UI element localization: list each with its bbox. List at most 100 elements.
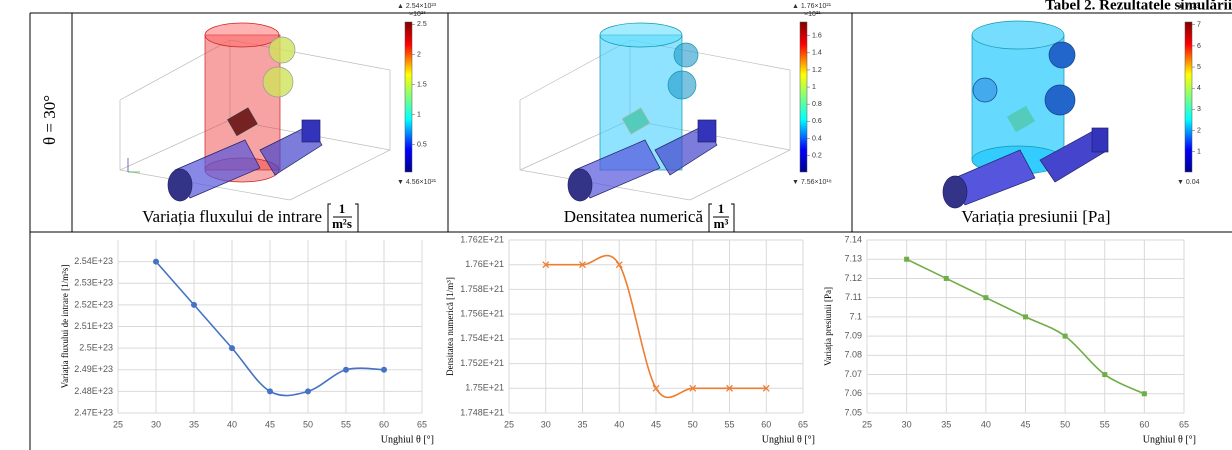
colorbar [800, 22, 807, 172]
y-tick-label: 1.752E+21 [460, 358, 504, 368]
x-tick-label: 25 [504, 419, 514, 429]
y-tick-label: 2.5E+23 [79, 343, 113, 353]
panel-caption: Densitatea numerică [564, 207, 704, 226]
y-tick-label: 2.49E+23 [74, 364, 113, 374]
colorbar-max: ▲ 7.13 [1177, 3, 1200, 10]
colorbar-tick-label: 1 [1197, 149, 1201, 156]
y-axis-title: Variația fluxului de intrare [1/m²s] [60, 265, 70, 389]
x-tick-label: 30 [541, 419, 551, 429]
data-point [191, 302, 197, 308]
x-tick-label: 40 [227, 419, 237, 429]
y-tick-label: 2.47E+23 [74, 407, 113, 417]
data-point [904, 257, 909, 262]
data-point [267, 388, 273, 394]
data-point [983, 295, 988, 300]
colorbar-tick-label: 0.2 [812, 152, 822, 159]
y-tick-label: 7.08 [844, 350, 862, 360]
x-tick-label: 45 [651, 419, 661, 429]
colorbar [1185, 22, 1192, 172]
x-tick-label: 65 [798, 419, 808, 429]
x-axis-title: Unghiul θ [°] [762, 434, 815, 445]
y-tick-label: 7.07 [844, 369, 862, 379]
colorbar-tick-label: 1 [417, 111, 421, 118]
x-tick-label: 55 [724, 419, 734, 429]
x-tick-label: 65 [417, 419, 427, 429]
x-tick-label: 60 [379, 419, 389, 429]
page: Tabel 2. Rezultatele simulării θ = 30° [0, 0, 1232, 450]
x-tick-label: 35 [189, 419, 199, 429]
x-tick-label: 45 [1020, 419, 1030, 429]
colorbar-min: ▼ 7.56×10¹⁸ [792, 179, 832, 186]
colorbar-min: ▼ 0.04 [1177, 179, 1200, 186]
data-point [343, 367, 349, 373]
x-tick-label: 45 [265, 419, 275, 429]
colorbar-tick-label: 1.4 [812, 50, 822, 57]
y-tick-label: 7.1 [849, 311, 862, 321]
colorbar-tick-label: 1.6 [812, 33, 822, 40]
data-point [305, 388, 311, 394]
colorbar-tick-label: 2.5 [417, 21, 427, 28]
x-tick-label: 55 [1100, 419, 1110, 429]
y-tick-label: 1.748E+21 [460, 407, 504, 417]
y-tick-label: 2.48E+23 [74, 386, 113, 396]
colorbar-max: ▲ 2.54×10²³ [397, 3, 437, 10]
x-tick-label: 35 [577, 419, 587, 429]
unit-numerator: 1 [339, 201, 346, 216]
data-point [1102, 372, 1107, 377]
y-tick-label: 2.52E+23 [74, 299, 113, 309]
simulation-image-1 [120, 23, 390, 201]
x-axis-title: Unghiul θ [°] [1143, 434, 1196, 445]
row-label: θ = 30° [40, 95, 59, 145]
x-tick-label: 50 [688, 419, 698, 429]
data-point [944, 276, 949, 281]
colorbar-tick-label: 1.2 [812, 67, 822, 74]
x-tick-label: 50 [1060, 419, 1070, 429]
x-tick-label: 65 [1179, 419, 1189, 429]
colorbar-max: ▲ 1.76×10²¹ [792, 3, 832, 10]
data-point [229, 345, 235, 351]
y-axis-title: Variația presiunii [Pa] [823, 287, 833, 366]
x-tick-label: 25 [113, 419, 123, 429]
y-tick-label: 1.758E+21 [460, 284, 504, 294]
colorbar-tick-label: 5 [1197, 64, 1201, 71]
colorbar-tick-label: 0.8 [812, 101, 822, 108]
x-axis-title: Unghiul θ [°] [381, 434, 434, 445]
y-tick-label: 1.762E+21 [460, 234, 504, 244]
x-tick-label: 30 [151, 419, 161, 429]
y-tick-label: 7.05 [844, 407, 862, 417]
data-point [1063, 334, 1068, 339]
x-tick-label: 50 [303, 419, 313, 429]
y-tick-label: 7.09 [844, 330, 862, 340]
y-tick-label: 1.754E+21 [460, 333, 504, 343]
colorbar-tick-label: 0.4 [812, 135, 822, 142]
data-point [381, 367, 387, 373]
x-tick-label: 30 [902, 419, 912, 429]
colorbar-tick-label: 2 [1197, 127, 1201, 134]
colorbar-tick-label: 6 [1197, 43, 1201, 50]
colorbar-tick-label: 1 [812, 84, 816, 91]
colorbar-tick-label: 0.5 [417, 142, 427, 149]
x-tick-label: 40 [981, 419, 991, 429]
x-tick-label: 55 [341, 419, 351, 429]
y-tick-label: 2.51E+23 [74, 321, 113, 331]
colorbar-scale: ×10²¹ [804, 11, 821, 18]
x-tick-label: 40 [614, 419, 624, 429]
y-tick-label: 2.54E+23 [74, 256, 113, 266]
y-tick-label: 1.75E+21 [465, 383, 504, 393]
table-caption: Tabel 2. Rezultatele simulării [1045, 0, 1232, 13]
data-point [153, 259, 159, 265]
y-tick-label: 7.13 [844, 254, 862, 264]
y-axis-title: Densitatea numerică [1/m³] [445, 277, 455, 376]
colorbar-tick-label: 1.5 [417, 81, 427, 88]
x-tick-label: 60 [761, 419, 771, 429]
simulation-image-3 [943, 21, 1108, 208]
simulation-image-2 [520, 23, 790, 201]
x-tick-label: 35 [941, 419, 951, 429]
x-tick-label: 25 [862, 419, 872, 429]
unit-numerator: 1 [718, 201, 725, 216]
data-point [1023, 314, 1028, 319]
colorbar [405, 22, 412, 172]
colorbar-tick-label: 0.6 [812, 118, 822, 125]
colorbar-scale: ×10²³ [409, 11, 426, 18]
y-tick-label: 7.11 [845, 292, 862, 302]
